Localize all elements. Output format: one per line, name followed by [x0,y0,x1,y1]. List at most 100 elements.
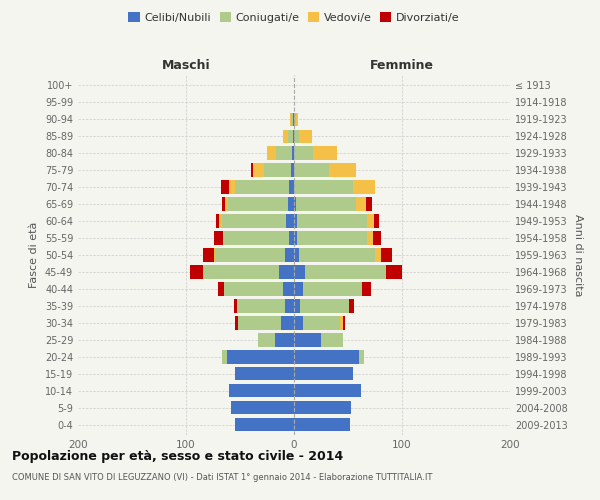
Bar [290,112,291,126]
Bar [367,232,373,244]
Bar [343,316,345,330]
Text: Popolazione per età, sesso e stato civile - 2014: Popolazione per età, sesso e stato civil… [12,450,343,463]
Y-axis label: Fasce di età: Fasce di età [29,222,39,288]
Bar [294,384,361,398]
Bar [235,367,294,380]
Bar [203,266,279,278]
Bar [297,232,367,244]
Bar [294,248,299,262]
Bar [356,198,367,210]
Bar [294,300,301,312]
Bar [235,180,289,194]
Bar [229,180,235,194]
Bar [214,232,223,244]
Bar [359,350,364,364]
Bar [294,180,353,194]
Bar [218,282,224,296]
Bar [283,282,294,296]
Bar [305,266,386,278]
Bar [294,266,305,278]
Bar [294,282,302,296]
Bar [279,266,294,278]
Bar [291,164,294,176]
Bar [294,334,321,346]
Bar [340,316,343,330]
Bar [215,248,286,262]
Bar [294,146,313,160]
Bar [375,248,382,262]
Bar [286,248,294,262]
Text: Femmine: Femmine [370,58,434,71]
Bar [238,316,281,330]
Bar [228,198,287,210]
Bar [259,334,275,346]
Bar [214,248,215,262]
Bar [349,300,355,312]
Bar [294,130,299,143]
Bar [251,164,253,176]
Bar [292,146,294,160]
Bar [287,198,294,210]
Bar [373,232,382,244]
Bar [224,232,289,244]
Bar [190,266,203,278]
Bar [275,146,292,160]
Bar [296,198,356,210]
Bar [294,316,302,330]
Bar [225,198,228,210]
Bar [386,266,402,278]
Bar [223,232,224,244]
Bar [329,164,356,176]
Bar [203,248,214,262]
Bar [294,112,296,126]
Bar [237,300,286,312]
Bar [224,282,283,296]
Bar [299,248,375,262]
Bar [267,146,275,160]
Bar [221,198,225,210]
Bar [374,214,379,228]
Bar [289,180,294,194]
Bar [281,316,294,330]
Bar [299,130,313,143]
Bar [221,180,229,194]
Bar [221,214,286,228]
Bar [286,300,294,312]
Text: Maschi: Maschi [161,58,211,71]
Text: COMUNE DI SAN VITO DI LEGUZZANO (VI) - Dati ISTAT 1° gennaio 2014 - Elaborazione: COMUNE DI SAN VITO DI LEGUZZANO (VI) - D… [12,472,433,482]
Bar [294,232,297,244]
Bar [220,214,221,228]
Bar [362,282,371,296]
Bar [233,300,237,312]
Bar [293,130,294,143]
Bar [382,248,392,262]
Bar [313,146,337,160]
Bar [294,164,329,176]
Bar [275,334,294,346]
Bar [297,214,367,228]
Bar [294,214,297,228]
Bar [367,198,372,210]
Bar [283,130,287,143]
Bar [227,350,294,364]
Bar [235,418,294,432]
Bar [302,316,340,330]
Bar [253,164,264,176]
Bar [302,282,362,296]
Bar [287,130,293,143]
Bar [294,401,351,414]
Y-axis label: Anni di nascita: Anni di nascita [573,214,583,296]
Bar [232,401,294,414]
Bar [286,214,294,228]
Bar [294,198,296,210]
Bar [216,214,220,228]
Bar [294,418,350,432]
Bar [229,384,294,398]
Legend: Celibi/Nubili, Coniugati/e, Vedovi/e, Divorziati/e: Celibi/Nubili, Coniugati/e, Vedovi/e, Di… [124,8,464,28]
Bar [321,334,343,346]
Bar [294,367,353,380]
Bar [289,232,294,244]
Bar [296,112,298,126]
Bar [301,300,349,312]
Bar [291,112,293,126]
